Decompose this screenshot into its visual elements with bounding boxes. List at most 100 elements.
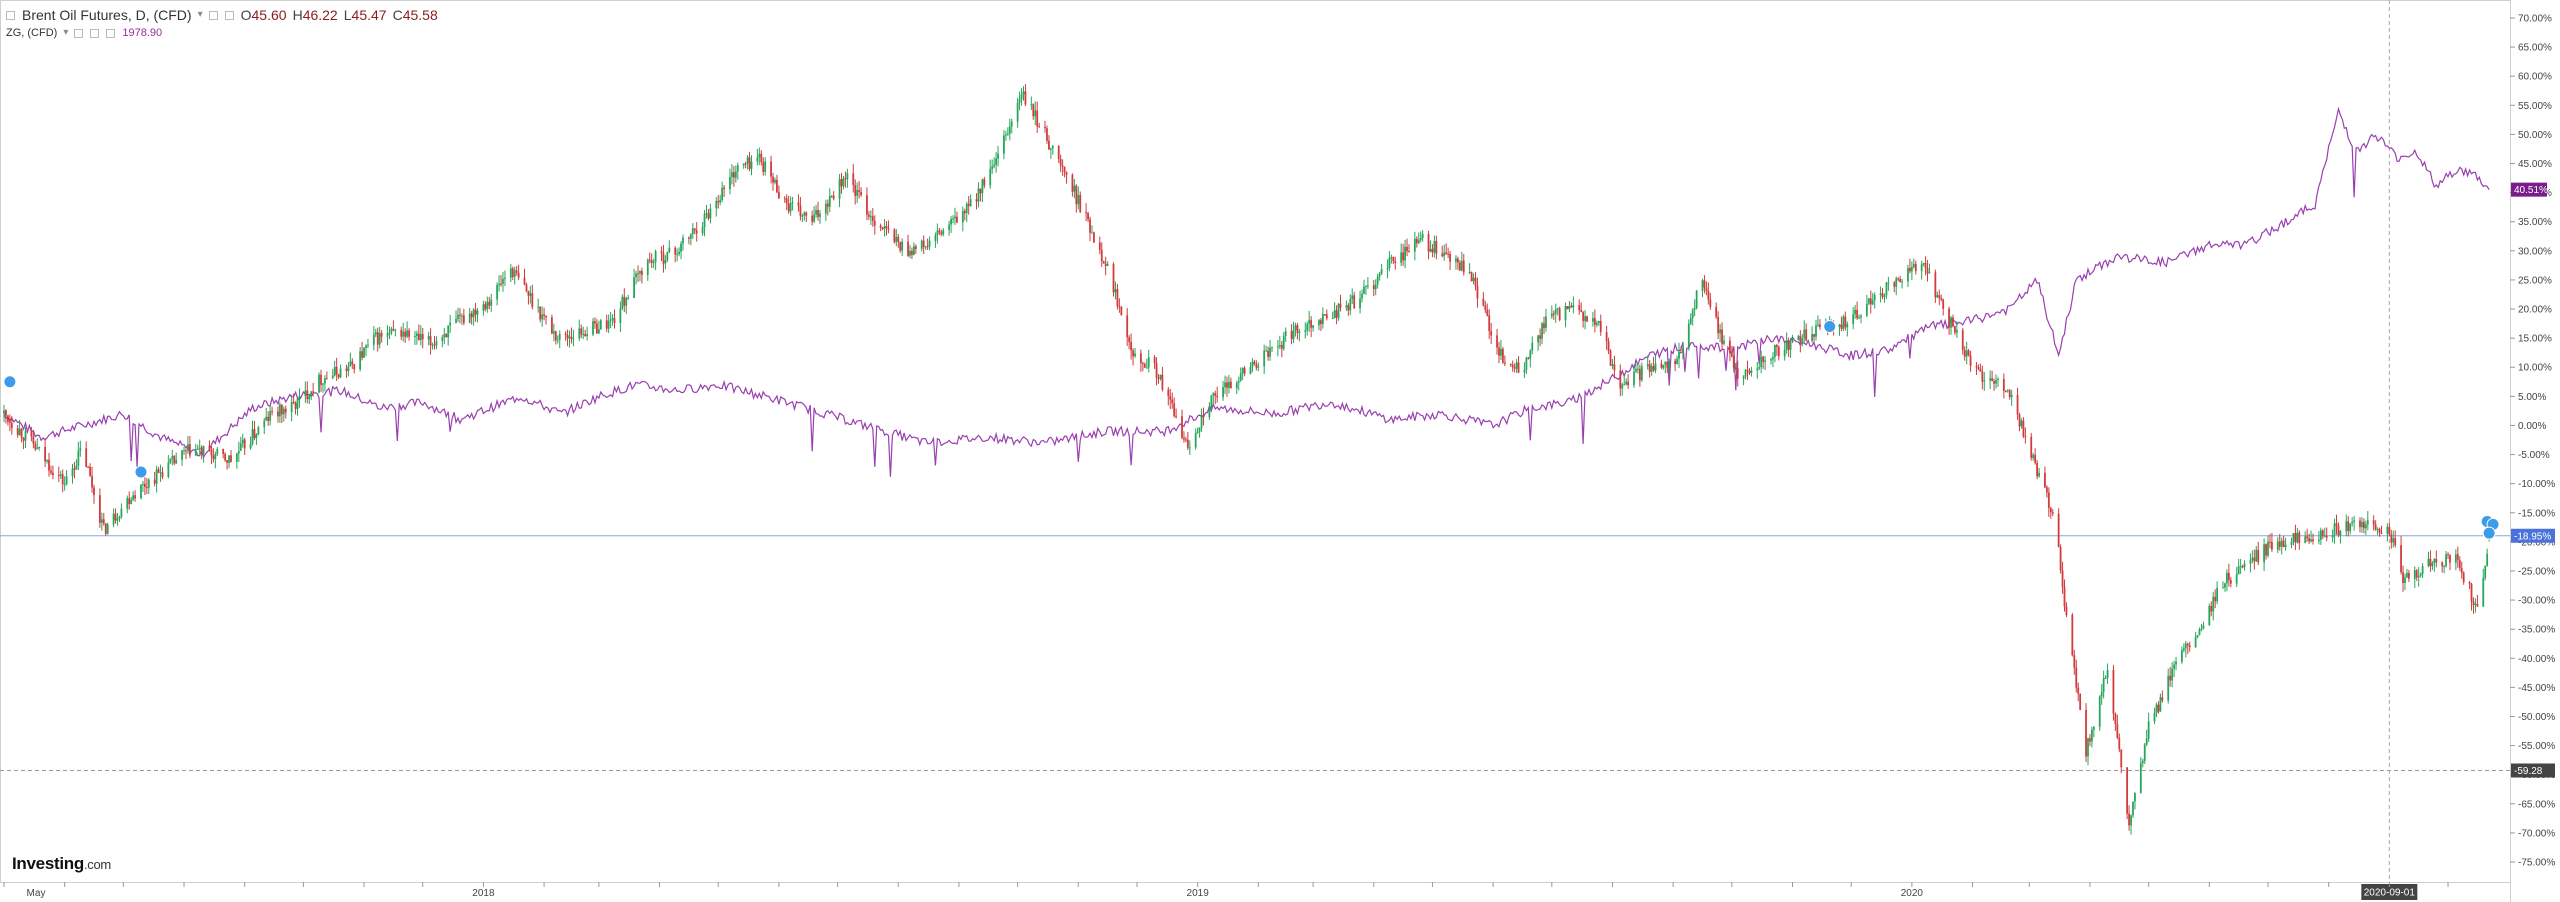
candle-body [515, 270, 518, 273]
candle-body [1844, 316, 1847, 328]
y-tick-label: 30.00% [2518, 246, 2552, 257]
candle-body [353, 364, 356, 370]
candle-body [676, 253, 679, 255]
y-axis: -75.00%-70.00%-65.00%-60.00%-55.00%-50.0… [2510, 14, 2555, 869]
candle-body [1979, 368, 1982, 372]
candle-body [2374, 524, 2377, 530]
candle-body [1865, 303, 1868, 316]
candle-body [940, 232, 943, 235]
candle-body [1950, 317, 1952, 328]
candle-body [1867, 298, 1870, 304]
candle-body [942, 229, 945, 235]
candle-body [1840, 324, 1843, 329]
candle-body [705, 213, 708, 215]
candle-body [1202, 414, 1205, 418]
candle-body [87, 466, 90, 468]
candle-body [1249, 366, 1252, 374]
candle-body [1071, 174, 1074, 192]
main-series-legend[interactable]: Brent Oil Futures, D, (CFD) ▾ O45.60 H46… [6, 6, 438, 24]
candle-body [496, 284, 499, 300]
candle-body [187, 444, 189, 451]
candle-body [349, 361, 352, 367]
candle-body [351, 361, 354, 365]
candle-body [721, 187, 724, 201]
candle-body [2114, 713, 2117, 724]
candle-body [545, 315, 547, 318]
candle-body [1339, 303, 1342, 308]
candle-body [308, 396, 311, 400]
candle-body [1846, 324, 1849, 328]
candle-body [188, 444, 191, 456]
candle-body [1161, 374, 1164, 390]
candle-body [1496, 335, 1498, 348]
candle-body [10, 423, 13, 429]
candle-body [899, 241, 902, 251]
candle-body [664, 260, 667, 264]
dropdown-caret-icon[interactable]: ▾ [63, 27, 69, 38]
candle-body [339, 368, 342, 378]
candle-body [1593, 318, 1596, 325]
candle-body [1566, 306, 1569, 310]
event-marker-icon [3, 375, 17, 389]
candle-body [457, 314, 459, 319]
candle-body [1312, 325, 1314, 328]
candle-body [844, 178, 847, 180]
candle-body [1912, 264, 1915, 268]
candle-body [1869, 298, 1872, 305]
candle-body [1578, 305, 1581, 311]
candle-body [578, 328, 581, 339]
candle-body [1458, 262, 1461, 271]
y-tick-label: -75.00% [2518, 858, 2555, 869]
candle-body [2077, 687, 2080, 694]
candle-body [2402, 572, 2404, 583]
candle-body [2304, 536, 2307, 544]
candle-body [572, 338, 575, 340]
candle-body [1926, 268, 1929, 274]
y-tick-label: -35.00% [2518, 625, 2555, 636]
dropdown-caret-icon[interactable]: ▾ [197, 9, 203, 20]
candle-body [1185, 439, 1187, 441]
candle-body [1374, 284, 1377, 290]
candle-body [928, 240, 931, 247]
candle-body [171, 456, 174, 459]
candle-body [380, 332, 383, 337]
candle-body [2224, 583, 2226, 588]
close-square-icon[interactable] [106, 28, 116, 38]
candle-body [531, 293, 534, 308]
candle-body [2335, 523, 2338, 526]
candle-body [298, 395, 301, 399]
candle-body [408, 330, 410, 337]
candle-body [2435, 558, 2438, 563]
candle-body [445, 334, 448, 338]
candle-body [280, 404, 283, 415]
candle-body [1954, 326, 1956, 333]
candle-body [2051, 512, 2054, 514]
candle-body [2462, 572, 2465, 583]
candle-body [2406, 572, 2408, 578]
candle-body [2141, 760, 2144, 764]
candle-body [2181, 650, 2183, 662]
candle-body [2441, 562, 2444, 567]
close-square-icon[interactable] [224, 10, 234, 20]
settings-square-icon[interactable] [74, 28, 84, 38]
collapse-icon[interactable] [6, 10, 15, 20]
candle-body [913, 246, 915, 255]
x-axis: May 2018 2019 2020 [3, 882, 2449, 899]
candle-body [1323, 314, 1326, 316]
candle-body [449, 322, 452, 326]
candle-body [196, 449, 199, 451]
candle-body [961, 210, 964, 223]
candle-body [318, 374, 320, 393]
candle-body [79, 448, 82, 451]
candle-body [1222, 387, 1224, 398]
candle-body [1365, 286, 1367, 288]
candle-body [2312, 539, 2314, 542]
hide-square-icon[interactable] [90, 28, 100, 38]
compare-series-legend[interactable]: ZG, (CFD) ▾ 1978.90 [6, 24, 438, 42]
candle-body [2044, 472, 2046, 488]
settings-square-icon[interactable] [208, 10, 218, 20]
candle-body [938, 230, 941, 233]
candle-body [1243, 367, 1246, 374]
candle-body [552, 331, 555, 334]
